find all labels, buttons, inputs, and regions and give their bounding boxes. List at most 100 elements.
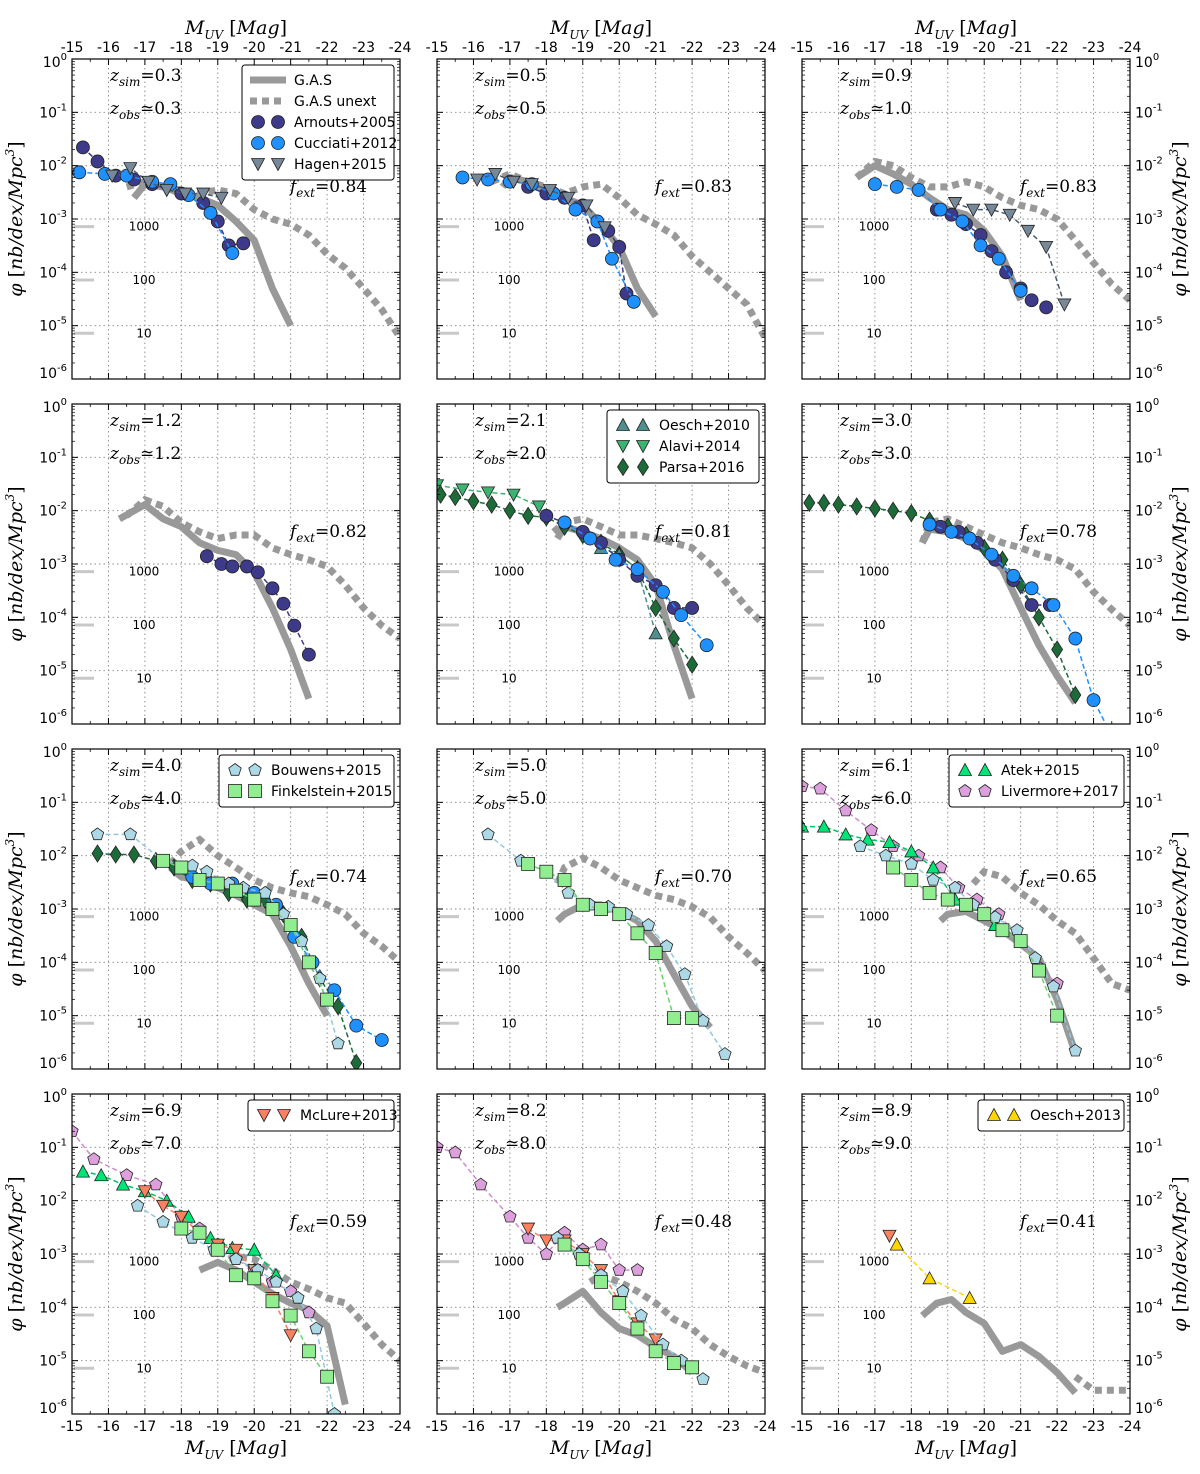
legend-marker-oesch-2013	[1006, 1107, 1022, 1121]
z-sim-label-var: z	[839, 756, 850, 776]
data-point-parsa-2016	[449, 487, 462, 507]
x-axis-title-part: UV	[934, 1448, 954, 1462]
y-tick-exponent: -3	[1153, 554, 1163, 565]
data-point-livermore-2017	[302, 1305, 316, 1319]
data-point-hagen-2015	[947, 197, 963, 211]
z-obs-label-sub: obs	[484, 108, 505, 122]
series-line-gas	[131, 180, 294, 328]
z-obs-label: zobs≃1.2	[109, 444, 181, 467]
f-ext-var: f	[1018, 522, 1029, 542]
y-axis-title-part: 3	[1167, 1183, 1181, 1191]
y-tick-label: 10-6	[1135, 363, 1163, 382]
data-point-hagen-2015	[524, 178, 539, 192]
y-tick-base: 10	[1135, 1401, 1153, 1417]
data-point-finkelstein-2015	[156, 853, 171, 868]
y-tick-base: 10	[1135, 55, 1153, 71]
y-tick-label: 10-5	[1135, 1006, 1163, 1025]
data-point-arnouts-2005	[1039, 300, 1054, 315]
y-tick-label: 10-6	[39, 1398, 67, 1417]
data-point-cucciati-2012	[349, 1018, 364, 1033]
y-tick-label: 10-2	[39, 501, 67, 520]
series-line-cucciati-2012	[874, 183, 1022, 292]
data-point-finkelstein-2015	[630, 1321, 645, 1336]
y-axis-title-part: ]	[1169, 1176, 1191, 1183]
x-axis-title-part: M	[914, 17, 935, 39]
data-point-parsa-2016	[332, 997, 345, 1016]
data-point-finkelstein-2015	[594, 902, 608, 916]
x-tick-label: -17	[863, 40, 886, 56]
data-point-cucciati-2012	[944, 524, 959, 539]
y-tick-label: 10-2	[39, 846, 67, 865]
data-point-arnouts-2005	[240, 559, 254, 574]
f-ext-var: f	[288, 522, 299, 542]
y-tick-label: 10-6	[1135, 1053, 1163, 1072]
y-tick-exponent: -4	[57, 262, 67, 273]
z-sim-label-var: z	[474, 756, 485, 776]
legend-label-parsa-2016: Parsa+2016	[659, 460, 744, 476]
data-point-hagen-2015	[1057, 298, 1072, 312]
data-point-finkelstein-2015	[210, 1242, 225, 1257]
y-tick-base: 10	[1135, 1090, 1153, 1106]
y-axis-title-part: ]	[1169, 141, 1191, 148]
z-sim-label-var: z	[109, 756, 120, 776]
z-obs-label-var: z	[109, 99, 120, 119]
data-point-mclure-2013	[155, 1199, 171, 1214]
data-point-hagen-2015	[984, 203, 999, 217]
z-sim-label-sub: sim	[849, 1110, 870, 1124]
y-tick-label: 10-3	[1135, 554, 1163, 573]
data-point-bouwens-2015	[269, 1274, 283, 1288]
f-ext-sub: ext	[1026, 531, 1045, 545]
z-obs-label-sub: obs	[119, 108, 140, 122]
data-point-cucciati-2012	[991, 251, 1006, 266]
x-axis-title-part: ]	[280, 17, 287, 39]
data-point-finkelstein-2015	[192, 873, 207, 887]
y-tick-label: 100	[43, 397, 67, 416]
y-tick-exponent: -5	[1153, 1006, 1163, 1017]
y-tick-exponent: -1	[57, 102, 67, 113]
x-tick-label: -16	[462, 1419, 485, 1435]
y-axis-title-part: [	[5, 1305, 27, 1312]
z-obs-label: zobs≃2.0	[474, 444, 546, 467]
z-sim-label-sub: sim	[849, 75, 870, 89]
data-point-livermore-2017	[802, 779, 809, 792]
x-tick-label: -24	[1119, 40, 1142, 56]
y-tick-base: 10	[39, 610, 57, 626]
series-line-gas-unext	[588, 1271, 765, 1376]
legend-label-livermore-2017: Livermore+2017	[1001, 784, 1119, 800]
data-point-livermore-2017	[864, 823, 878, 836]
y-tick-exponent: -5	[57, 1351, 67, 1362]
y-axis-title-part: 3	[3, 493, 17, 501]
data-point-bouwens-2015	[904, 856, 918, 870]
count-marker-label: 1000	[494, 565, 525, 579]
y-tick-exponent: -1	[1153, 102, 1163, 113]
data-point-bouwens-2015	[718, 1047, 732, 1060]
x-axis-title-part: [	[953, 1437, 966, 1459]
z-sim-label-var: z	[474, 411, 485, 431]
y-tick-exponent: -3	[1153, 209, 1163, 220]
data-point-parsa-2016	[1069, 685, 1082, 705]
y-tick-label: 100	[1135, 397, 1159, 416]
data-point-hagen-2015	[141, 175, 156, 190]
f-ext-var: f	[288, 1212, 299, 1232]
data-point-cucciati-2012	[911, 183, 926, 197]
data-point-parsa-2016	[887, 501, 900, 520]
data-point-bouwens-2015	[331, 1036, 345, 1050]
data-point-bouwens-2015	[879, 848, 893, 862]
series-line-gas-unext	[125, 178, 400, 340]
y-axis-title: φ [nb/dex/Mpc3]	[1167, 486, 1191, 641]
y-tick-exponent: -4	[1153, 1297, 1163, 1308]
x-tick-label: -17	[498, 40, 521, 56]
series-line-arnouts-2005	[527, 186, 628, 294]
f-ext-sub: ext	[1026, 876, 1045, 890]
series-group	[803, 493, 1130, 724]
x-tick-label: -23	[352, 1419, 375, 1435]
data-point-cucciati-2012	[1013, 283, 1028, 298]
panel-frame	[436, 1093, 766, 1415]
x-tick-label: -19	[206, 1419, 229, 1435]
x-axis-title-part: [	[223, 1437, 236, 1459]
y-tick-base: 10	[39, 902, 57, 918]
legend-marker-arnouts-2005	[251, 115, 265, 129]
data-point-bouwens-2015	[561, 885, 575, 899]
y-tick-base: 10	[1135, 105, 1153, 121]
